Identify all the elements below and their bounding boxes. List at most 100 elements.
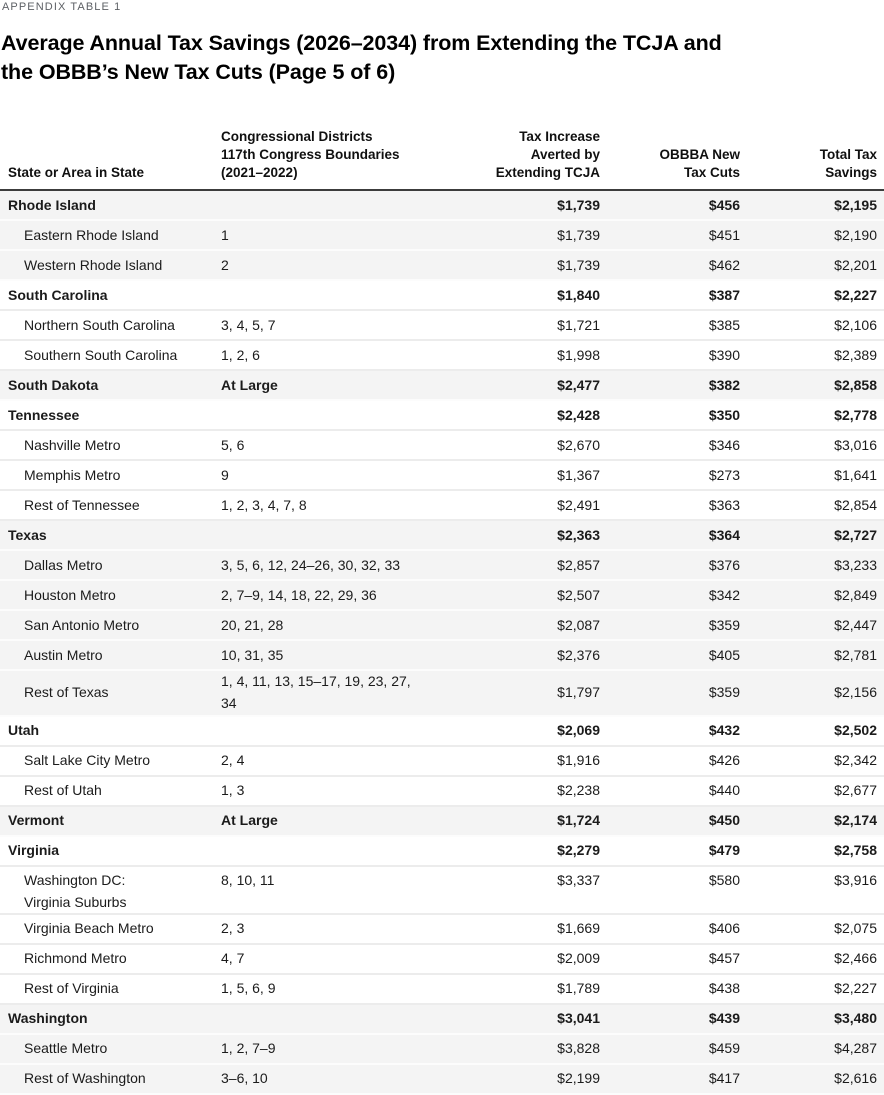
- cell-obbba-value: $456: [708, 196, 740, 213]
- cell-districts: 4, 7: [221, 950, 245, 967]
- cell-total-value: $3,016: [834, 436, 877, 453]
- cell-state-label: Seattle Metro: [24, 1040, 108, 1057]
- area-row: Rest of Texas 1, 4, 11, 13, 15–17, 19, 23…: [0, 671, 884, 717]
- cell-tcja-value: $2,428: [557, 406, 600, 423]
- cell-state-label: Vermont: [8, 812, 65, 828]
- cell-tcja-value: $1,721: [557, 316, 600, 333]
- cell-obbba-value: $405: [708, 646, 740, 663]
- cell-obbba-value: $417: [708, 1070, 740, 1087]
- cell-obbba-value: $350: [708, 406, 740, 423]
- area-row: Rest of Utah 1, 3 $2,238 $440 $2,677: [0, 776, 884, 807]
- area-row: Richmond Metro 4, 7 $2,009 $457 $2,466: [0, 945, 884, 976]
- cell-total-value: $2,849: [834, 586, 877, 603]
- area-row: Memphis Metro 9 $1,367 $273 $1,641: [0, 461, 884, 492]
- appendix-table-label: APPENDIX TABLE 1: [2, 1, 122, 13]
- cell-tcja-value: $1,739: [557, 256, 600, 273]
- col-header-tcja: Tax Increase Averted by Extending TCJA: [495, 129, 600, 180]
- cell-obbba-value: $426: [708, 752, 740, 768]
- cell-obbba-value: $359: [708, 616, 740, 633]
- cell-obbba-value: $387: [708, 286, 740, 303]
- cell-districts: 1, 3: [221, 782, 245, 798]
- cell-tcja-value: $2,363: [557, 526, 600, 543]
- cell-tcja-value: $2,238: [557, 782, 600, 798]
- cell-obbba-value: $342: [708, 586, 740, 603]
- area-row: Dallas Metro 3, 5, 6, 12, 24–26, 30, 32, …: [0, 551, 884, 582]
- state-summary-row: South Dakota At Large $2,477 $382 $2,858: [0, 371, 884, 402]
- cell-obbba-value: $440: [708, 782, 740, 798]
- cell-tcja-value: $1,789: [557, 980, 600, 997]
- cell-obbba-value: $459: [708, 1040, 740, 1057]
- cell-obbba-value: $385: [708, 316, 740, 333]
- table-body: Rhode Island $1,739 $456 $2,195 Eastern Rhod…: [0, 191, 884, 1095]
- cell-total-value: $2,389: [834, 346, 877, 363]
- cell-total-value: $2,447: [834, 616, 877, 633]
- cell-obbba-value: $364: [708, 526, 740, 543]
- cell-state-label: Austin Metro: [24, 646, 103, 663]
- cell-districts: 1: [221, 226, 229, 243]
- cell-state-label: Salt Lake City Metro: [24, 752, 151, 768]
- tax-savings-table: State or Area in State Congressional Dis…: [0, 87, 884, 1095]
- cell-total-value: $2,342: [834, 752, 877, 768]
- cell-total-value: $2,502: [834, 722, 877, 738]
- cell-total-value: $3,233: [834, 556, 877, 573]
- page-title-line1: Average Annual Tax Savings (2026–2034) f…: [1, 31, 722, 55]
- cell-tcja-value: $2,376: [557, 646, 600, 663]
- cell-districts: 2, 4: [221, 752, 245, 768]
- cell-tcja-value: $2,507: [557, 586, 600, 603]
- cell-districts: 2, 3: [221, 920, 245, 937]
- cell-state-label: Virginia Beach Metro: [24, 920, 154, 937]
- cell-total-value: $2,781: [834, 646, 877, 663]
- cell-state-label: Washington: [8, 1010, 88, 1027]
- cell-tcja-value: $2,069: [557, 722, 600, 738]
- state-summary-row: Rhode Island $1,739 $456 $2,195: [0, 191, 884, 222]
- cell-tcja-value: $1,367: [557, 466, 600, 483]
- area-row: San Antonio Metro 20, 21, 28 $2,087 $359 $2,…: [0, 611, 884, 642]
- cell-districts: 8, 10, 11: [221, 871, 275, 888]
- cell-state-label: Richmond Metro: [24, 950, 127, 967]
- cell-state-label: Virginia: [8, 842, 60, 858]
- col-header-total: Total Tax Savings: [819, 146, 877, 180]
- cell-tcja-value: $2,670: [557, 436, 600, 453]
- cell-districts: 3, 4, 5, 7: [221, 316, 276, 333]
- cell-total-value: $4,287: [834, 1040, 877, 1057]
- cell-total-value: $2,858: [834, 376, 877, 393]
- cell-tcja-value: $3,337: [557, 871, 600, 888]
- cell-state-label: Rhode Island: [8, 196, 96, 213]
- area-row: Salt Lake City Metro 2, 4 $1,916 $426 $2,342: [0, 746, 884, 777]
- cell-total-value: $2,854: [834, 496, 877, 513]
- cell-obbba-value: $451: [708, 226, 740, 243]
- cell-total-value: $2,227: [834, 980, 877, 997]
- cell-total-value: $2,106: [834, 316, 877, 333]
- cell-districts: 2: [221, 256, 229, 273]
- cell-total-value: $2,466: [834, 950, 877, 967]
- cell-state-label: Tennessee: [8, 406, 80, 423]
- cell-districts: 10, 31, 35: [221, 646, 284, 663]
- cell-total-value: $2,616: [834, 1070, 877, 1087]
- cell-districts: 1, 5, 6, 9: [221, 980, 276, 997]
- cell-districts: 2, 7–9, 14, 18, 22, 29, 36: [221, 586, 377, 603]
- cell-state-label: Western Rhode Island: [24, 256, 163, 273]
- cell-state-label: Utah: [8, 722, 40, 738]
- cell-obbba-value: $479: [708, 842, 740, 858]
- cell-tcja-value: $1,797: [557, 684, 600, 701]
- area-row: Northern South Carolina 3, 4, 5, 7 $1,721 $…: [0, 311, 884, 342]
- cell-tcja-value: $3,828: [557, 1040, 600, 1057]
- page-title: Average Annual Tax Savings (2026–2034) f…: [1, 29, 884, 87]
- cell-state-label: Texas: [8, 526, 47, 543]
- state-summary-row: Tennessee $2,428 $350 $2,778: [0, 401, 884, 432]
- cell-total-value: $2,201: [834, 256, 877, 273]
- cell-districts: 1, 2, 6: [221, 346, 260, 363]
- cell-obbba-value: $432: [708, 722, 740, 738]
- cell-total-value: $2,227: [834, 286, 877, 303]
- cell-obbba-value: $439: [708, 1010, 740, 1027]
- cell-state-label: South Dakota: [8, 376, 99, 393]
- cell-districts: 20, 21, 28: [221, 616, 284, 633]
- cell-districts: 3, 5, 6, 12, 24–26, 30, 32, 33: [221, 556, 401, 573]
- area-row: Seattle Metro 1, 2, 7–9 $3,828 $459 $4,287: [0, 1035, 884, 1066]
- cell-state-label: Washington DC: Virginia Suburbs: [24, 871, 127, 910]
- cell-obbba-value: $382: [708, 376, 740, 393]
- area-row: Rest of Virginia 1, 5, 6, 9 $1,789 $438 $2,2…: [0, 975, 884, 1006]
- area-row: Western Rhode Island 2 $1,739 $462 $2,201: [0, 251, 884, 282]
- area-row: Houston Metro 2, 7–9, 14, 18, 22, 29, 36 $…: [0, 581, 884, 612]
- area-row: Southern South Carolina 1, 2, 6 $1,998 $390…: [0, 341, 884, 372]
